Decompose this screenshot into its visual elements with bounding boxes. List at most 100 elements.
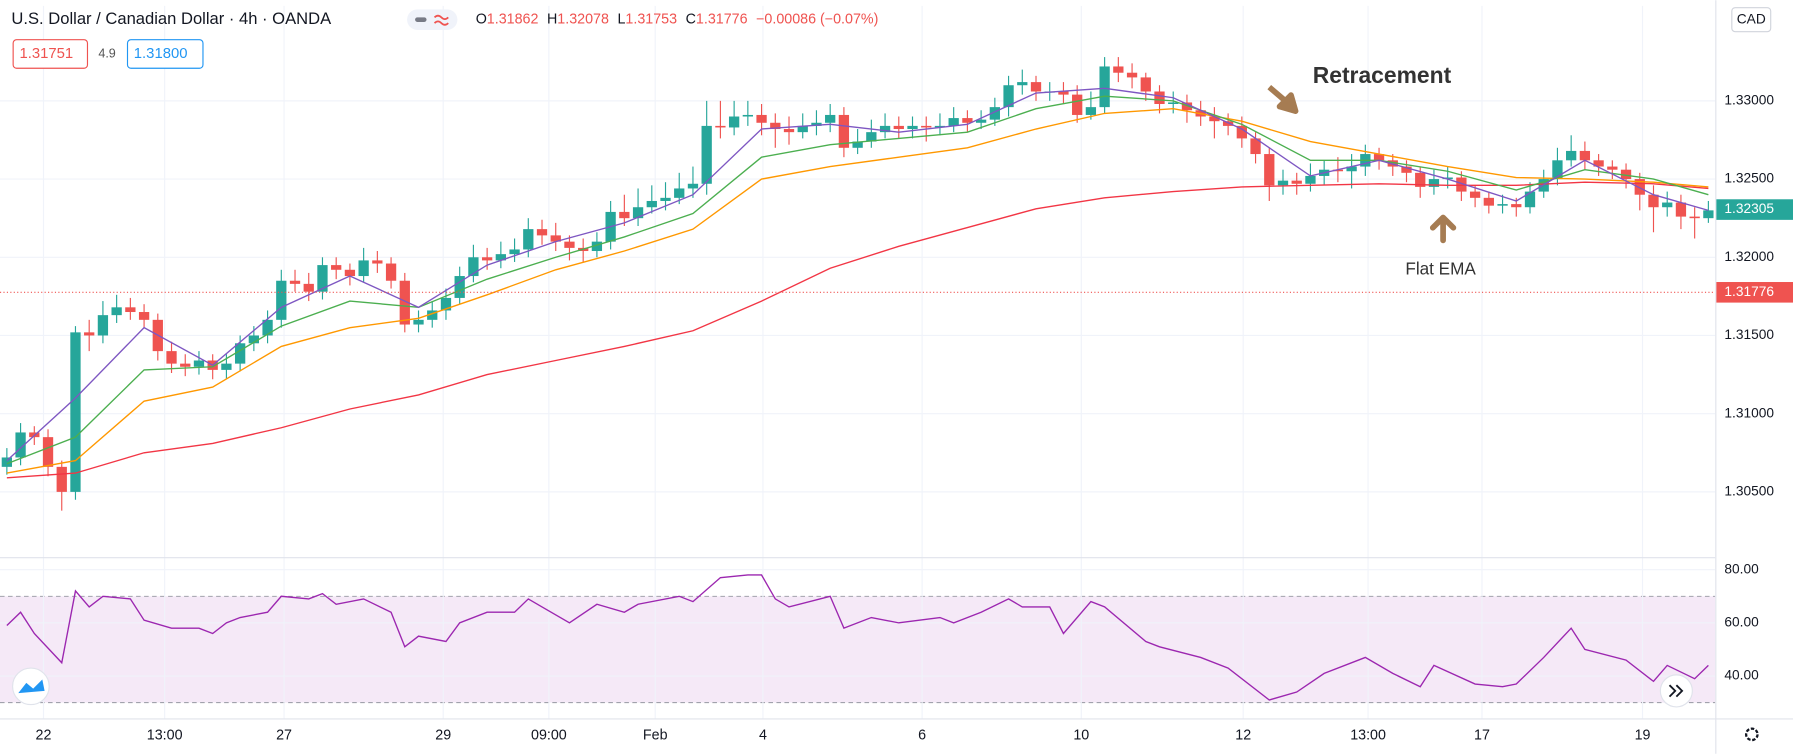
ohlc-key: O: [476, 11, 487, 27]
candle-body: [1305, 175, 1316, 184]
icon: [1668, 684, 1684, 698]
x-tick-label: 13:00: [1350, 727, 1386, 743]
logo-button[interactable]: [12, 667, 50, 706]
candle-body: [948, 118, 959, 126]
candle-body: [893, 125, 904, 130]
ohlc-value: 1.31753: [625, 11, 677, 27]
candle-body: [1072, 94, 1083, 115]
candle-body: [262, 319, 273, 336]
candle-body: [632, 207, 644, 219]
candle-body: [1154, 91, 1165, 105]
sell-button[interactable]: [12, 39, 89, 69]
buy-button[interactable]: [126, 39, 204, 69]
candle-body: [838, 114, 850, 148]
candle-body: [427, 310, 438, 320]
candle-body: [1250, 138, 1261, 155]
candle-body: [825, 114, 836, 123]
candle-body: [811, 122, 822, 126]
candle-body: [1442, 177, 1453, 180]
candle-body: [454, 276, 465, 298]
settings-button[interactable]: [1744, 727, 1759, 742]
candle-body: [1181, 102, 1193, 111]
candle-body: [180, 363, 191, 367]
candle-body: [15, 432, 26, 458]
ema-line: [6, 95, 1709, 465]
x-tick-label: 10: [1073, 727, 1089, 743]
candle-body: [42, 437, 54, 467]
candle-body: [1277, 180, 1289, 186]
candle-body: [1058, 91, 1069, 95]
ema-line: [6, 87, 1709, 462]
candle-body: [1524, 191, 1536, 208]
price-tag: [1716, 199, 1793, 220]
candle-body: [591, 241, 603, 252]
candle-body: [413, 319, 424, 325]
grid: [0, 5, 1716, 719]
candle-body: [481, 257, 493, 261]
candle-body: [1511, 204, 1522, 208]
x-tick-label: 27: [276, 727, 292, 743]
candle-body: [742, 114, 753, 117]
candle-body: [783, 129, 795, 133]
ask: 1.31800: [134, 46, 188, 62]
y-tick-label: 1.33000: [1724, 92, 1774, 107]
bid: 1.31751: [19, 46, 73, 62]
candle-body: [564, 241, 575, 248]
candle-body: [701, 125, 712, 184]
candle-body: [852, 141, 863, 148]
candle-body: [1401, 166, 1412, 173]
y-tick-label: 40.00: [1724, 668, 1759, 683]
icon: [415, 17, 427, 22]
x-tick-label: 12: [1235, 727, 1251, 743]
candle-body: [289, 280, 301, 284]
candle-body: [879, 125, 891, 133]
currency-button[interactable]: [1731, 7, 1772, 33]
candle-body: [1291, 180, 1302, 184]
ohlc-value: 1.31862: [487, 11, 539, 27]
candle-body: [1030, 82, 1042, 92]
candle-body: [125, 307, 136, 313]
candle-body: [797, 125, 808, 133]
candle-body: [440, 297, 452, 311]
currency: CAD: [1737, 11, 1766, 26]
candle-body: [907, 125, 918, 130]
candle-body: [1126, 72, 1138, 78]
candle-body: [1332, 169, 1344, 172]
ohlc-legend: O1.31862 H1.32078 L1.31753 C1.31776 −0.0…: [476, 11, 879, 27]
candle-body: [1566, 150, 1577, 161]
ema-line: [6, 181, 1709, 479]
candle-body: [1415, 172, 1426, 187]
x-tick-label: 13:00: [147, 727, 183, 743]
candle-body: [1140, 77, 1151, 92]
candle-body: [1346, 166, 1357, 172]
candle-body: [138, 312, 150, 320]
arrow: [1429, 214, 1457, 244]
candle-body: [1209, 116, 1220, 122]
candle-body: [756, 114, 767, 123]
candle-body: [1483, 197, 1494, 206]
candle-body: [468, 257, 479, 277]
candle-body: [509, 249, 520, 255]
ohlc-value: 1.31776: [696, 11, 748, 27]
candle-body: [1648, 194, 1659, 208]
candle-body: [921, 125, 932, 128]
rsi-line: [6, 574, 1709, 701]
x-tick-label: 19: [1635, 727, 1651, 743]
candle-body: [1620, 169, 1632, 180]
candle-body: [221, 363, 232, 370]
arrow: [1267, 84, 1299, 114]
logo: [18, 679, 45, 694]
candle-body: [1662, 202, 1673, 208]
y-tick-label: 1.31500: [1724, 327, 1774, 342]
candle-body: [1264, 154, 1275, 186]
candle-body: [1113, 66, 1124, 73]
ohlc-key: C: [686, 11, 696, 27]
candle-body: [1469, 191, 1481, 198]
candle-body: [1003, 85, 1014, 108]
candle-body: [1703, 210, 1714, 219]
change: −0.00086 (−0.07%): [756, 11, 878, 27]
symbol-title: U.S. Dollar / Canadian Dollar · 4h · OAN…: [11, 9, 332, 28]
candle-body: [97, 315, 109, 336]
indicator-toggle[interactable]: [407, 9, 458, 30]
